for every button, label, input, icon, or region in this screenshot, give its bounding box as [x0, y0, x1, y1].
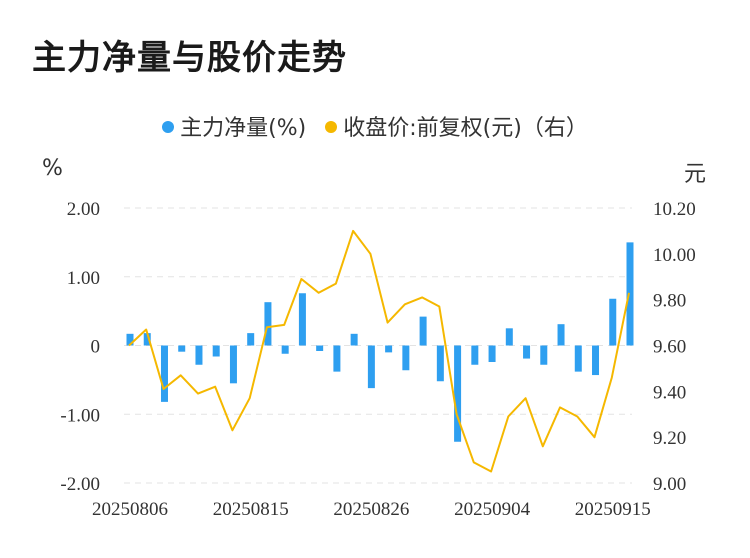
bar-main-net [367, 345, 375, 389]
y-right-tick-label: 9.80 [653, 291, 686, 312]
legend: 主力净量(%) 收盘价:前复权(元)（右） [0, 110, 750, 142]
legend-dot-bar [162, 121, 175, 133]
y-left-tick-label: -2.00 [60, 474, 100, 495]
bar-main-net [143, 333, 151, 346]
bar-main-net [523, 345, 531, 359]
y-left-tick-label: 2.00 [67, 199, 100, 220]
line-close-price [128, 229, 630, 473]
bar-main-net [126, 333, 134, 346]
bar-main-net [385, 345, 393, 353]
y-left-tick-label: 0 [91, 337, 101, 358]
legend-label-main-net: 主力净量(%) [180, 116, 307, 141]
bar-main-net [316, 345, 324, 351]
x-tick-label: 20250806 [92, 499, 168, 520]
bar-main-net [592, 345, 600, 376]
y-right-tick-label: 9.20 [653, 428, 686, 449]
legend-dot-line [325, 121, 338, 133]
x-tick-label: 20250815 [213, 499, 289, 520]
legend-item-close-price[interactable]: 收盘价:前复权(元)（右） [325, 110, 588, 142]
legend-item-main-net[interactable]: 主力净量(%) [162, 110, 306, 142]
bar-main-net [281, 345, 289, 354]
bar-main-net [212, 345, 220, 357]
bar-main-net [557, 324, 565, 346]
bar-main-net [247, 333, 255, 346]
bar-main-net [540, 345, 548, 365]
x-tick-label: 20250904 [454, 499, 531, 520]
right-axis-unit: 元 [684, 162, 707, 187]
bar-main-net [471, 345, 479, 365]
left-axis-unit: % [42, 156, 63, 181]
x-tick-label: 20250826 [333, 499, 409, 520]
bar-main-net [574, 345, 582, 372]
y-right-tick-label: 9.60 [653, 337, 686, 358]
bar-main-net [160, 345, 168, 402]
bar-main-net [419, 316, 427, 346]
bar-main-net [609, 298, 617, 346]
y-right-tick-label: 9.00 [653, 474, 686, 495]
y-right-tick-label: 10.20 [653, 199, 696, 220]
y-right-tick-label: 10.00 [653, 245, 696, 266]
y-right-tick-label: 9.40 [653, 382, 686, 403]
bar-main-net [505, 328, 513, 346]
bar-main-net [488, 345, 496, 362]
bar-main-net [229, 345, 237, 384]
bar-main-net [298, 293, 306, 346]
bar-main-net [436, 345, 444, 382]
bar-main-net [195, 345, 203, 365]
bar-main-net [626, 242, 634, 346]
bar-main-net [454, 345, 462, 442]
bar-main-net [333, 345, 341, 372]
bar-main-net [350, 333, 358, 346]
y-left-tick-label: 1.00 [67, 268, 100, 289]
bar-main-net [402, 345, 410, 371]
bar-main-net [264, 302, 272, 346]
x-tick-label: 20250915 [575, 499, 651, 520]
bar-main-net [178, 345, 186, 352]
y-left-tick-label: -1.00 [60, 405, 100, 426]
chart-title: 主力净量与股价走势 [32, 38, 347, 78]
legend-label-close-price: 收盘价:前复权(元)（右） [343, 116, 588, 141]
